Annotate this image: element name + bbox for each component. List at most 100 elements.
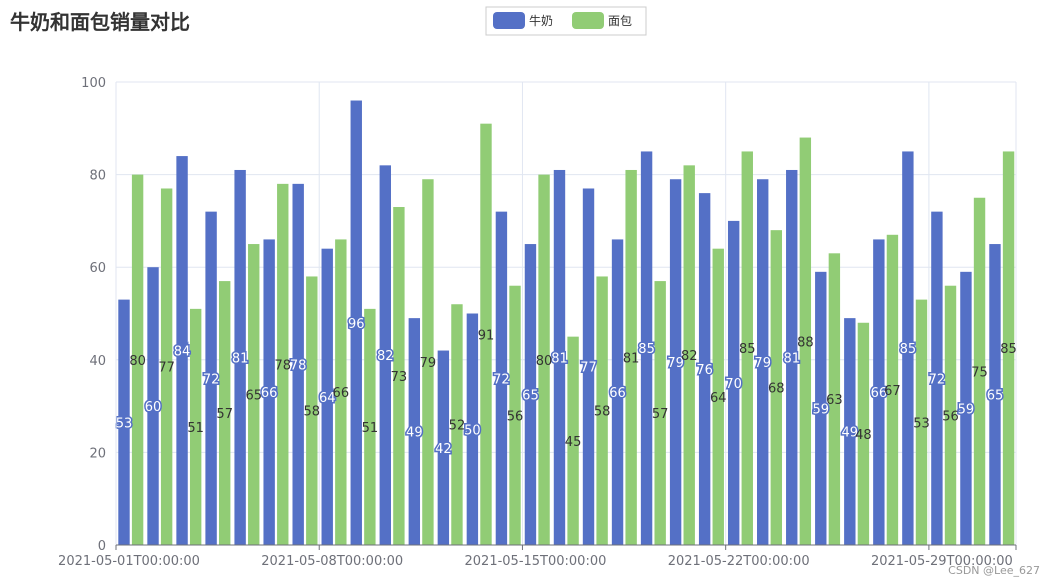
y-tick-label: 100: [81, 76, 106, 91]
bar-milk[interactable]: [321, 248, 333, 545]
bar-bread[interactable]: [944, 285, 957, 545]
bar-bread[interactable]: [567, 336, 579, 545]
bar-milk[interactable]: [698, 193, 711, 545]
bar-bread[interactable]: [973, 197, 986, 545]
data-label-milk: 72: [203, 372, 220, 387]
data-label-bread: 67: [884, 384, 901, 399]
bar-bread[interactable]: [915, 299, 928, 545]
data-label-milk: 66: [261, 386, 278, 401]
bar-bread[interactable]: [451, 304, 463, 545]
bar-milk[interactable]: [727, 220, 740, 545]
bar-bread[interactable]: [277, 183, 289, 546]
data-label-bread: 45: [565, 435, 582, 450]
bar-milk[interactable]: [350, 100, 362, 546]
bar-milk[interactable]: [757, 179, 769, 546]
bar-bread[interactable]: [654, 281, 666, 545]
bar-bread[interactable]: [306, 276, 318, 545]
data-label-milk: 64: [319, 391, 336, 406]
data-label-bread: 78: [274, 358, 291, 373]
legend-label-milk: 牛奶: [529, 13, 553, 28]
data-label-milk: 81: [232, 351, 249, 366]
bar-milk[interactable]: [902, 151, 914, 545]
bar-milk[interactable]: [234, 169, 246, 545]
bar-milk[interactable]: [176, 156, 188, 545]
bar-bread[interactable]: [248, 244, 260, 546]
legend-item-bread[interactable]: 面包: [572, 12, 632, 29]
bar-bread[interactable]: [131, 174, 144, 545]
data-label-bread: 77: [158, 361, 175, 376]
bar-bread[interactable]: [828, 253, 841, 545]
data-label-milk: 70: [725, 377, 742, 392]
bar-milk[interactable]: [931, 211, 943, 545]
bar-bread[interactable]: [683, 165, 695, 545]
bar-bread[interactable]: [189, 308, 202, 545]
bar-bread[interactable]: [712, 248, 724, 545]
bar-milk[interactable]: [815, 271, 827, 545]
bar-bread[interactable]: [393, 207, 405, 545]
bar-milk[interactable]: [147, 267, 159, 545]
bar-milk[interactable]: [786, 169, 798, 545]
data-label-bread: 81: [623, 351, 640, 366]
data-label-bread: 58: [304, 405, 321, 420]
bar-milk[interactable]: [379, 165, 391, 545]
bar-milk[interactable]: [524, 244, 537, 546]
bar-milk[interactable]: [611, 239, 624, 546]
bar-bread[interactable]: [741, 151, 753, 545]
bar-bread[interactable]: [480, 123, 492, 546]
bar-bread[interactable]: [538, 174, 550, 545]
legend-item-milk[interactable]: 牛奶: [493, 12, 553, 29]
y-tick-label: 0: [98, 539, 106, 554]
bar-milk[interactable]: [553, 169, 566, 545]
bar-bread[interactable]: [886, 234, 899, 546]
bar-bread[interactable]: [857, 322, 870, 545]
data-label-milk: 49: [842, 426, 859, 441]
data-label-milk: 81: [551, 351, 568, 366]
bar-milk[interactable]: [640, 151, 653, 545]
bar-bread[interactable]: [799, 137, 812, 545]
data-label-milk: 72: [929, 372, 946, 387]
bar-bread[interactable]: [770, 230, 783, 545]
bar-milk[interactable]: [292, 183, 304, 546]
legend-label-bread: 面包: [608, 14, 632, 28]
data-label-milk: 81: [783, 351, 800, 366]
bar-milk[interactable]: [873, 239, 885, 546]
bar-milk[interactable]: [582, 188, 595, 546]
bar-milk[interactable]: [960, 271, 972, 545]
y-tick-label: 20: [89, 446, 106, 461]
bar-milk[interactable]: [408, 318, 421, 545]
data-label-bread: 68: [768, 382, 785, 397]
bar-milk[interactable]: [669, 179, 682, 546]
data-label-milk: 85: [638, 342, 655, 357]
data-label-bread: 85: [1000, 342, 1017, 357]
data-label-milk: 82: [377, 349, 394, 364]
bar-bread[interactable]: [160, 188, 173, 546]
data-label-bread: 79: [420, 356, 437, 371]
data-label-bread: 58: [594, 405, 611, 420]
bar-bread[interactable]: [335, 239, 347, 546]
bar-bread[interactable]: [218, 281, 231, 545]
bar-milk[interactable]: [989, 244, 1001, 546]
bar-bread[interactable]: [596, 276, 608, 545]
y-tick-label: 40: [89, 354, 106, 369]
data-label-milk: 49: [406, 426, 423, 441]
bar-bread[interactable]: [422, 179, 434, 546]
data-labels: 5360847281667864968249425072658177668579…: [114, 315, 1017, 458]
bar-milk[interactable]: [118, 299, 130, 545]
bar-bread[interactable]: [364, 308, 376, 545]
data-label-bread: 51: [362, 421, 379, 436]
bar-milk[interactable]: [466, 313, 479, 546]
bar-bread[interactable]: [625, 169, 637, 545]
bar-milk[interactable]: [437, 350, 450, 545]
data-label-bread: 80: [129, 354, 146, 369]
data-label-bread: 91: [478, 328, 495, 343]
bar-bread[interactable]: [509, 285, 521, 545]
bar-bread[interactable]: [1002, 151, 1015, 545]
data-label-milk: 84: [174, 345, 191, 360]
data-label-bread: 73: [391, 370, 408, 385]
bar-milk[interactable]: [495, 211, 508, 545]
bar-milk[interactable]: [205, 211, 217, 545]
bar-milk[interactable]: [263, 239, 275, 546]
x-tick-label: 2021-05-15T00:00:00: [465, 554, 607, 569]
bar-milk[interactable]: [844, 318, 856, 545]
